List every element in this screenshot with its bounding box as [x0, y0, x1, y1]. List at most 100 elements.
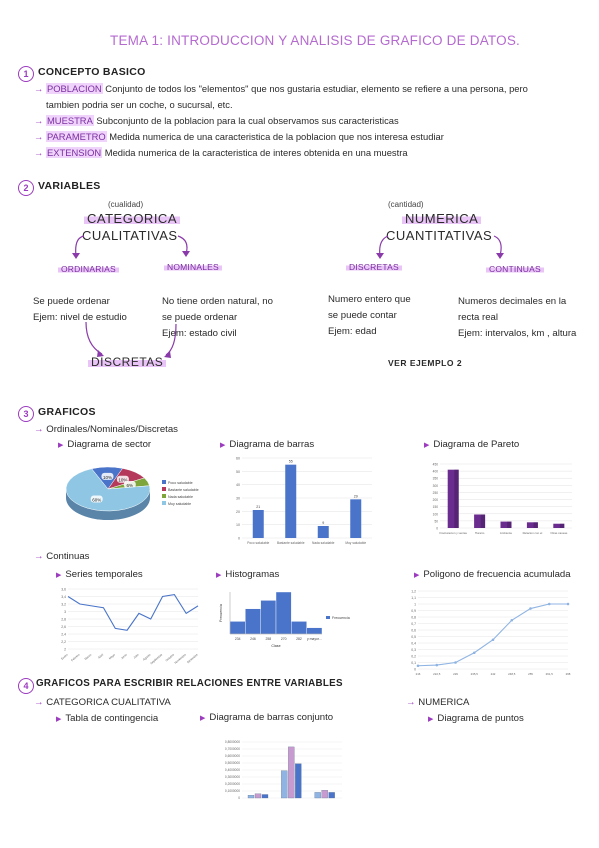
pie-data-label: 6% [127, 483, 134, 488]
pareto-label: ▶ Diagrama de Pareto [424, 439, 519, 450]
x-axis-title: Clase [271, 644, 280, 648]
ordinarias-label: ORDINARIAS [58, 264, 119, 274]
y-tick-label: 2,4 [61, 633, 66, 637]
bar [328, 792, 335, 799]
series-chart: 2 2,2 2,4 2,6 2,8 3 3,2 3,4 3,6 Enero Febrero Marzo… [60, 588, 199, 666]
y-tick-label: 0 [414, 668, 416, 672]
histogram-bar [291, 621, 307, 635]
ordinarias-text: ORDINARIAS [58, 264, 119, 274]
group-text: CATEGORICA CUALITATIVA [46, 697, 171, 708]
cuantitativas-label: CUANTITATIVAS [386, 228, 493, 243]
label-text: Diagrama de barras [229, 439, 315, 450]
group-text: Ordinales/Nominales/Discretas [46, 424, 178, 435]
section-heading-graficos: GRAFICOS [38, 406, 96, 418]
arrow-icon: → [34, 83, 44, 94]
data-point [454, 661, 457, 664]
y-tick-label: 1,2 [411, 590, 416, 594]
nominales-text: NOMINALES [164, 262, 222, 272]
bar [474, 514, 486, 528]
label-text: Tabla de contingencia [65, 713, 159, 724]
label-text: Histogramas [225, 569, 280, 580]
pie-data-label: 10% [118, 478, 127, 483]
tabla-contingencia-label: ▶ Tabla de contingencia [56, 713, 158, 724]
label-text: Diagrama de Pareto [433, 439, 520, 450]
histogram-chart: 234 246 258 270 282 y mayor... Clase Frecuencia… [219, 591, 350, 648]
variables-connectors [72, 235, 504, 358]
categorica-label: CATEGORICA [84, 211, 180, 226]
list-item-muestra: → MUESTRA Subconjunto de la poblacion pa… [34, 113, 399, 129]
puntos-label: ▶ Diagrama de puntos [428, 713, 524, 724]
list-item-parametro: → PARAMETRO Medida numerica de una carac… [34, 129, 444, 145]
y-tick-label: 0,8000000 [225, 740, 240, 744]
bar [254, 793, 262, 799]
x-tick-label: 258 [265, 637, 271, 641]
y-tick-label: 1 [414, 603, 416, 607]
y-tick-label: 400 [433, 470, 439, 474]
bar-shade [454, 469, 459, 528]
legend-swatch [162, 487, 166, 491]
discretas-sub-label: DISCRETAS [346, 262, 402, 272]
x-tick-label: Relacion con el [523, 531, 543, 535]
text-line: se puede contar [328, 310, 397, 321]
legend-swatch [162, 494, 166, 498]
y-tick-label: 450 [433, 463, 439, 467]
arrow-icon: → [34, 147, 44, 158]
numerica-group-label: → NUMERICA [406, 697, 469, 708]
y-tick-label: 0,5000000 [225, 761, 240, 765]
section-heading-concepto: CONCEPTO BASICO [38, 66, 146, 78]
y-tick-label: 3,4 [61, 595, 66, 599]
x-tick-label: 222,5 [433, 672, 441, 676]
section-number-1: 1 [18, 66, 34, 82]
y-tick-label: 0,7000000 [225, 747, 240, 751]
x-tick-label: Diciembre [186, 652, 199, 664]
x-tick-label: Noviembre [174, 652, 188, 664]
definition-text: Medida numerica de una caracteristica de… [106, 131, 444, 142]
x-tick-label: 282 [296, 637, 302, 641]
section-number-4: 4 [18, 678, 34, 694]
x-tick-label: Agosto [142, 652, 152, 661]
y-tick-label: 0,2 [411, 655, 416, 659]
y-tick-label: 0,8 [411, 616, 416, 620]
y-tick-label: 0,4000000 [225, 768, 240, 772]
text-line: Numero entero que [328, 294, 411, 305]
x-tick-label: Enero [60, 652, 69, 660]
bar-shade [533, 522, 538, 528]
y-tick-label: 3,6 [61, 588, 66, 592]
section-number-3: 3 [18, 406, 34, 422]
list-item-poblacion: → POBLACION Conjunto de todos los "eleme… [34, 81, 528, 97]
bar [314, 792, 321, 799]
triangle-icon: ▶ [56, 716, 62, 723]
y-tick-label: 0,4 [411, 642, 416, 646]
x-tick-label: 216 [416, 672, 421, 676]
y-tick-label: 10 [236, 523, 240, 527]
page-title: TEMA 1: INTRODUCCION Y ANALISIS DE GRAFI… [110, 33, 520, 48]
y-tick-label: 0,3000000 [225, 775, 240, 779]
y-axis-title: Frecuencia [219, 604, 223, 622]
x-tick-label: 270 [281, 637, 287, 641]
x-tick-label: Julio [132, 652, 139, 659]
y-tick-label: 0 [238, 796, 240, 800]
label-text: Diagrama de barras conjunto [209, 712, 334, 723]
x-tick-label: 248,5 [508, 672, 516, 676]
discretas-description: Numero entero que se puede contar Ejem: … [328, 292, 411, 340]
bar-shade [507, 521, 512, 528]
x-tick-label: Abril [97, 652, 104, 659]
text-line: se puede ordenar [162, 312, 238, 323]
triangle-icon: ▶ [58, 442, 64, 449]
y-tick-label: 3,2 [61, 603, 66, 607]
y-tick-label: 20 [236, 510, 240, 514]
histogram-bar [275, 591, 292, 635]
pie-label-bg [101, 472, 114, 480]
x-tick-label: 246 [250, 637, 256, 641]
legend-swatch [162, 480, 166, 484]
bar [500, 521, 512, 528]
y-tick-label: 0,1000000 [225, 789, 240, 793]
nominales-description: No tiene orden natural, no se puede orde… [162, 294, 273, 342]
definition-text: Subconjunto de la poblacion para la cual… [93, 115, 399, 126]
bar [288, 746, 295, 799]
histogram-bar [245, 608, 261, 635]
label-text: Poligono de frecuencia acumulada [423, 569, 571, 580]
y-tick-label: 2,6 [61, 625, 66, 629]
triangle-icon: ▶ [220, 442, 226, 449]
barras-label: ▶ Diagrama de barras [220, 439, 314, 450]
